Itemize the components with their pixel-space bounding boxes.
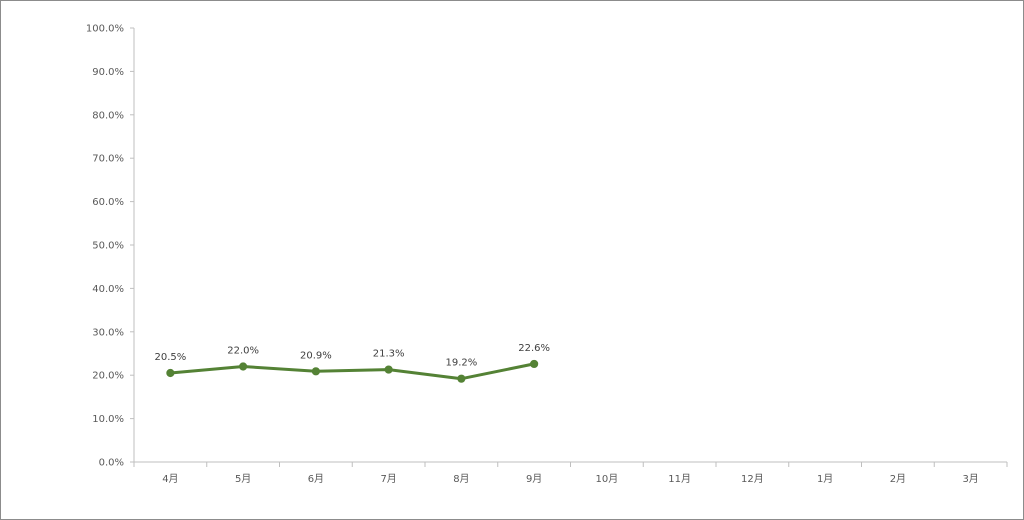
data-point xyxy=(311,367,320,376)
x-tick-label: 6月 xyxy=(308,473,324,485)
x-tick-label: 9月 xyxy=(526,473,542,485)
data-point xyxy=(166,368,175,378)
data-label: 20.9% xyxy=(300,350,332,361)
y-tick-label: 0.0% xyxy=(99,458,124,469)
y-tick-label: 50.0% xyxy=(92,241,124,252)
data-point xyxy=(384,365,393,374)
x-tick-label: 2月 xyxy=(890,473,906,485)
data-point xyxy=(530,359,539,369)
series-line xyxy=(168,362,536,381)
y-tick-label: 100.0% xyxy=(86,24,124,35)
y-tick-label: 30.0% xyxy=(92,327,124,338)
series-layer xyxy=(166,359,539,383)
x-tick-label: 7月 xyxy=(380,473,396,485)
y-tick-label: 80.0% xyxy=(92,110,124,121)
y-tick-label: 70.0% xyxy=(92,154,124,165)
x-tick-label: 1月 xyxy=(817,473,833,485)
y-tick-label: 90.0% xyxy=(92,67,124,78)
axes: 0.0% 10.0% 20.0% 30.0% 40.0% 50.0% 60.0% 70.0% 8… xyxy=(86,24,1008,485)
data-point xyxy=(457,374,466,383)
y-tick-label: 20.0% xyxy=(92,371,124,382)
x-tick-label: 12月 xyxy=(741,473,764,485)
x-tick-label: 11月 xyxy=(668,473,691,485)
x-tick-label: 8月 xyxy=(453,473,469,485)
x-tick-label: 5月 xyxy=(235,473,251,485)
y-tick-label: 10.0% xyxy=(92,414,124,425)
data-label: 21.3% xyxy=(373,349,405,360)
data-label: 22.6% xyxy=(518,343,550,354)
x-tick-label: 3月 xyxy=(962,473,978,485)
data-label: 22.0% xyxy=(227,346,259,357)
y-tick-label: 40.0% xyxy=(92,284,124,295)
x-tick-label: 4月 xyxy=(162,473,178,485)
data-label: 20.5% xyxy=(154,352,186,363)
data-point xyxy=(239,362,248,371)
x-tick-label: 10月 xyxy=(596,473,619,485)
y-tick-label: 60.0% xyxy=(92,197,124,208)
data-labels: 20.5% 22.0% 20.9% 21.3% 19.2% 22.6% xyxy=(154,343,550,369)
data-label: 19.2% xyxy=(445,358,477,369)
